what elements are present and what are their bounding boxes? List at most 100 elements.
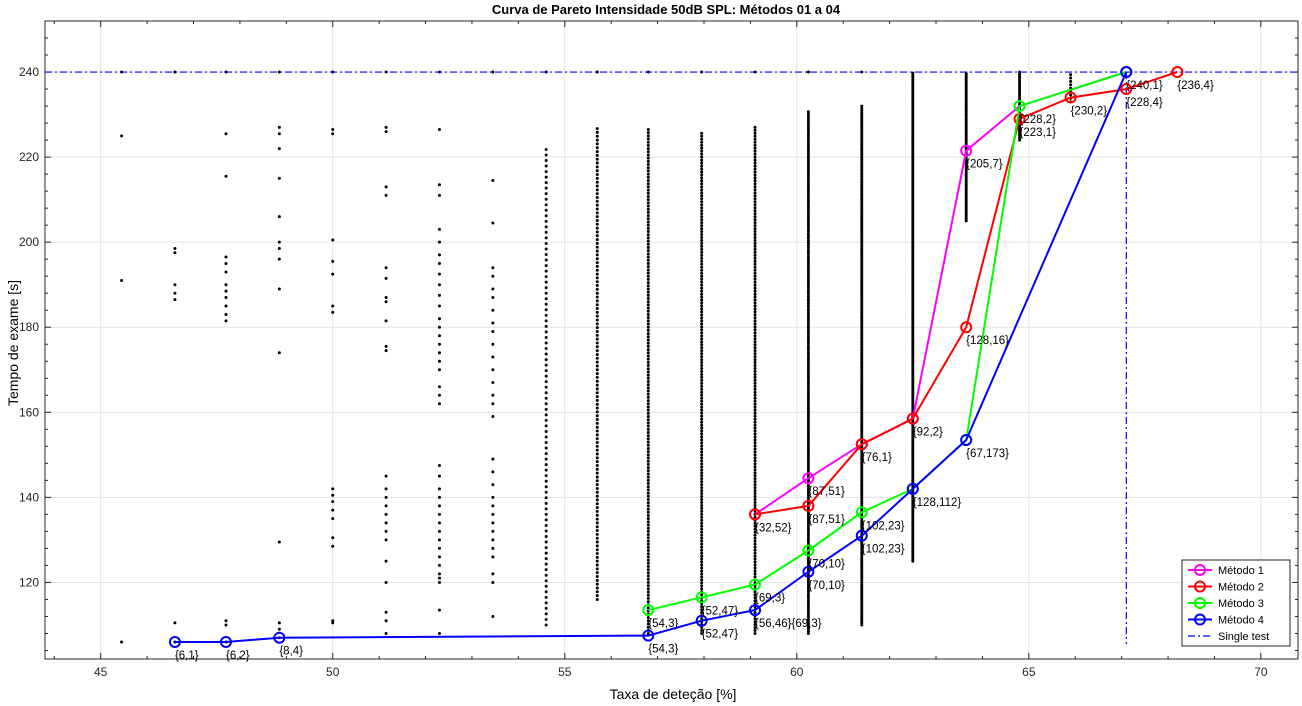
scatter-point: [753, 524, 757, 528]
scatter-point: [806, 311, 810, 315]
scatter-point: [544, 490, 548, 494]
scatter-point: [860, 559, 864, 563]
scatter-point: [224, 270, 228, 274]
scatter-point: [860, 327, 864, 331]
scatter-point: [806, 372, 810, 376]
scatter-point: [331, 621, 335, 625]
scatter-point: [753, 468, 757, 472]
scatter-point: [860, 608, 864, 612]
scatter-point: [860, 298, 864, 302]
scatter-point: [753, 542, 757, 546]
scatter-point: [595, 597, 599, 601]
scatter-point: [700, 372, 704, 376]
scatter-point: [860, 159, 864, 163]
scatter-point: [700, 352, 704, 356]
scatter-point: [646, 513, 650, 517]
scatter-point: [491, 483, 495, 487]
scatter-point: [646, 271, 650, 275]
scatter-point: [646, 344, 650, 348]
scatter-point: [437, 272, 441, 276]
scatter-point: [753, 590, 757, 594]
scatter-point: [491, 504, 495, 508]
scatter-point: [806, 428, 810, 432]
scatter-point: [544, 225, 548, 229]
scatter-point: [806, 227, 810, 231]
scatter-point: [860, 300, 864, 304]
scatter-point: [860, 551, 864, 555]
scatter-point: [646, 370, 650, 374]
scatter-point: [700, 489, 704, 493]
scatter-point: [646, 475, 650, 479]
scatter-point: [806, 629, 810, 633]
scatter-point: [646, 478, 650, 482]
scatter-point: [860, 151, 864, 155]
scatter-point: [437, 393, 441, 397]
scatter-point: [860, 542, 864, 546]
scatter-point: [491, 321, 495, 325]
scatter-point: [173, 251, 177, 255]
scatter-point: [384, 125, 388, 129]
scatter-point: [544, 374, 548, 378]
scatter-point: [646, 443, 650, 447]
scatter-point: [544, 241, 548, 245]
scatter-point: [595, 276, 599, 280]
scatter-point: [806, 407, 810, 411]
scatter-point: [806, 175, 810, 179]
scatter-point: [860, 376, 864, 380]
scatter-point: [595, 452, 599, 456]
scatter-point: [860, 119, 864, 123]
scatter-point: [646, 309, 650, 313]
scatter-point: [860, 412, 864, 416]
scatter-point: [331, 132, 335, 136]
scatter-point: [753, 563, 757, 567]
y-axis-label: Tempo de exame [s]: [5, 280, 21, 406]
scatter-point: [700, 158, 704, 162]
scatter-point: [646, 491, 650, 495]
scatter-point: [700, 185, 704, 189]
scatter-point: [646, 140, 650, 144]
scatter-point: [595, 509, 599, 513]
scatter-point: [646, 300, 650, 304]
scatter-point: [277, 627, 281, 631]
scatter-point: [646, 198, 650, 202]
scatter-point: [700, 396, 704, 400]
scatter-point: [1018, 81, 1022, 85]
scatter-point: [806, 344, 810, 348]
scatter-point: [753, 393, 757, 397]
scatter-point: [544, 181, 548, 185]
scatter-point: [806, 236, 810, 240]
scatter-point: [700, 405, 704, 409]
scatter-point: [753, 250, 757, 254]
scatter-point: [860, 176, 864, 180]
scatter-point: [806, 573, 810, 577]
scatter-point: [544, 518, 548, 522]
scatter-point: [384, 276, 388, 280]
scatter-point: [806, 531, 810, 535]
scatter-point: [646, 596, 650, 600]
scatter-point: [753, 471, 757, 475]
scatter-point: [806, 461, 810, 465]
scatter-point: [860, 374, 864, 378]
scatter-point: [646, 143, 650, 147]
scatter-point: [595, 406, 599, 410]
scatter-point: [700, 593, 704, 597]
scatter-point: [806, 110, 810, 114]
scatter-point: [806, 365, 810, 369]
scatter-point: [806, 255, 810, 259]
scatter-point: [595, 142, 599, 146]
scatter-point: [753, 626, 757, 630]
scatter-point: [646, 488, 650, 492]
scatter-point: [595, 448, 599, 452]
scatter-point: [595, 544, 599, 548]
scatter-point: [806, 369, 810, 373]
scatter-point: [700, 578, 704, 582]
scatter-point: [595, 341, 599, 345]
scatter-point: [544, 380, 548, 384]
scatter-point: [700, 447, 704, 451]
scatter-point: [437, 359, 441, 363]
scatter-point: [806, 435, 810, 439]
scatter-point: [646, 134, 650, 138]
scatter-point: [595, 199, 599, 203]
scatter-point: [595, 268, 599, 272]
scatter-point: [806, 276, 810, 280]
